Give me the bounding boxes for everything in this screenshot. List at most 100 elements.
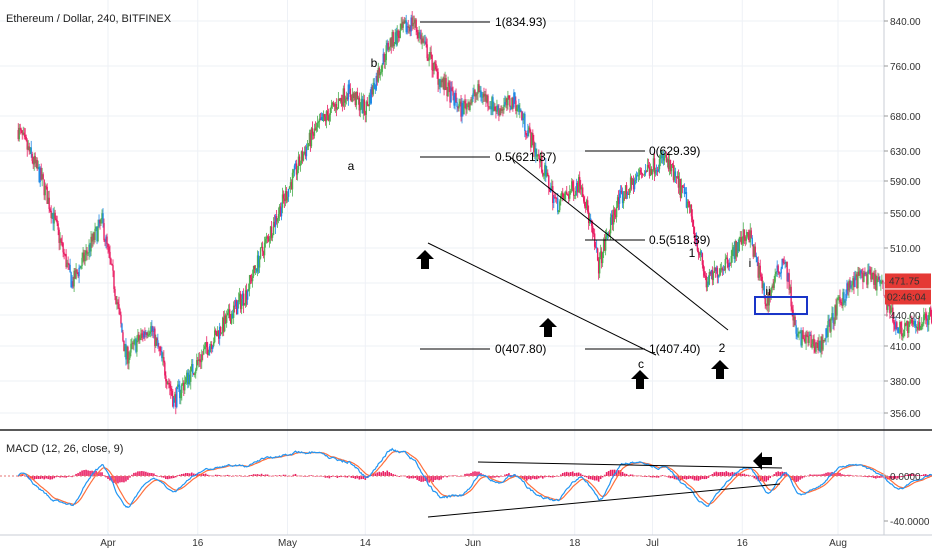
candle-body	[278, 206, 281, 214]
candle-body	[537, 154, 539, 156]
candle-body	[273, 221, 276, 227]
macd-histogram-bar	[111, 476, 113, 482]
macd-histogram-bar	[498, 476, 500, 478]
macd-histogram-bar	[637, 475, 640, 477]
candle-body	[838, 297, 840, 299]
macd-histogram-bar	[687, 476, 690, 479]
candle-body	[513, 92, 515, 108]
candle-body	[290, 182, 293, 190]
candle-body	[18, 127, 20, 140]
macd-histogram-bar	[222, 475, 225, 477]
candle-body	[149, 331, 151, 334]
price-axis-label: 680.00	[890, 112, 921, 123]
candle-body	[839, 297, 841, 303]
candle-body	[653, 158, 656, 174]
macd-histogram-bar	[747, 474, 750, 476]
candle-body	[138, 334, 140, 341]
candle-body	[754, 246, 756, 256]
candle-body	[141, 333, 143, 335]
macd-histogram-bar	[920, 475, 923, 476]
macd-histogram-bar	[905, 474, 907, 476]
macd-histogram-bar	[59, 476, 61, 478]
candle-body	[887, 304, 889, 310]
macd-histogram-bar	[338, 476, 341, 478]
candle-body	[658, 159, 661, 170]
candle-body	[432, 70, 434, 71]
candle-body	[710, 270, 713, 275]
candle-body	[302, 153, 305, 161]
candle-body	[59, 238, 61, 243]
candle-body	[153, 328, 155, 332]
macd-histogram-bar	[167, 476, 169, 480]
candle-body	[98, 219, 100, 227]
candle-body	[402, 21, 404, 28]
candle-body	[25, 136, 27, 141]
candle-body	[915, 326, 917, 328]
candle-body	[223, 315, 226, 332]
candle-body	[226, 312, 229, 316]
candle-body	[308, 132, 311, 144]
candle-body	[557, 198, 559, 213]
macd-histogram-bar	[137, 471, 139, 476]
candle-body	[116, 302, 118, 305]
candle-body	[580, 186, 582, 190]
macd-histogram-bar	[719, 472, 722, 476]
macd-pane	[0, 447, 932, 518]
macd-histogram-bar	[571, 471, 574, 476]
candles	[17, 11, 932, 415]
wave-label: i	[749, 256, 752, 270]
candle-body	[642, 174, 645, 176]
macd-histogram-bar	[893, 476, 895, 480]
macd-histogram-bar	[879, 476, 881, 478]
candle-body	[908, 324, 910, 334]
candle-body	[777, 265, 779, 272]
candle-body	[601, 252, 604, 264]
macd-histogram-bar	[881, 476, 883, 478]
candle-body	[722, 269, 725, 271]
candle-body	[866, 273, 868, 285]
candle-body	[35, 159, 37, 164]
candle-body	[288, 186, 291, 189]
macd-histogram-bar	[336, 476, 339, 478]
candle-body	[236, 301, 239, 315]
candle-body	[678, 179, 681, 188]
candle-body	[298, 156, 301, 166]
candle-body	[151, 326, 153, 332]
candle-body	[246, 290, 249, 300]
candle-body	[45, 186, 47, 187]
candle-body	[781, 258, 783, 269]
candle-body	[849, 280, 851, 288]
candle-body	[108, 247, 110, 252]
candle-body	[914, 320, 916, 327]
macd-histogram-bar	[75, 473, 77, 476]
candle-body	[271, 235, 274, 238]
candle-body	[436, 69, 438, 72]
candle-body	[515, 100, 517, 111]
macd-histogram-bar	[382, 470, 385, 476]
macd-histogram-bar	[918, 475, 921, 476]
candle-body	[444, 78, 446, 90]
macd-histogram-bar	[657, 476, 660, 478]
candle-body	[719, 269, 722, 275]
candle-body	[844, 300, 846, 303]
candle-body	[689, 204, 692, 208]
macd-histogram-bar	[210, 475, 213, 477]
macd-histogram-bar	[924, 474, 927, 476]
candle-body	[757, 262, 759, 278]
candle-body	[313, 128, 316, 136]
candle-body	[335, 103, 338, 110]
price-axis-label: 760.00	[890, 62, 921, 73]
macd-histogram-bar	[903, 476, 905, 477]
candle-body	[609, 217, 612, 234]
candle-body	[385, 45, 387, 61]
candle-body	[342, 88, 345, 106]
candle-body	[882, 280, 884, 283]
candle-body	[318, 118, 321, 123]
macd-histogram-bar	[759, 476, 762, 481]
candle-body	[329, 108, 332, 115]
candle-body	[850, 285, 852, 288]
candle-body	[267, 236, 270, 242]
candle-body	[705, 276, 708, 288]
candle-body	[292, 170, 295, 173]
candle-body	[353, 93, 356, 98]
